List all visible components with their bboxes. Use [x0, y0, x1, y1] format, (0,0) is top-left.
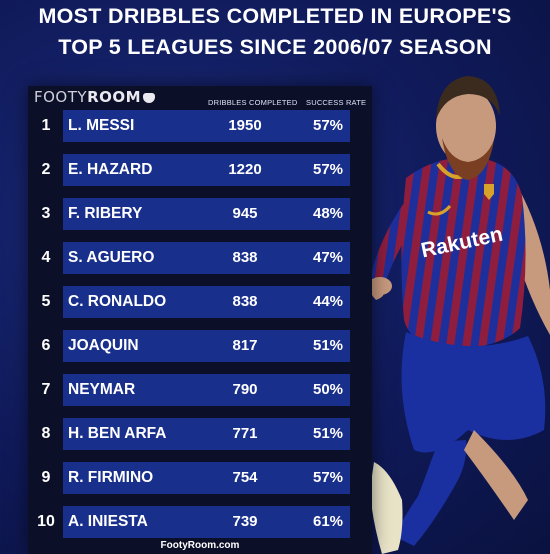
player-name: L. MESSI — [68, 117, 135, 134]
player-name: S. AGUERO — [68, 249, 155, 266]
header-success-rate: SUCCESS RATE — [306, 98, 367, 107]
table-row: 8 H. BEN ARFA 771 51% — [28, 418, 372, 450]
success-rate: 44% — [312, 293, 344, 310]
dribbles-value: 838 — [232, 293, 258, 310]
footyroom-logo: FOOTYROOM — [34, 88, 156, 106]
rank: 7 — [41, 381, 51, 398]
dribbles-value: 817 — [232, 337, 258, 354]
player-name: C. RONALDO — [68, 293, 167, 310]
row-bar — [63, 330, 350, 362]
dribbles-value: 771 — [232, 425, 258, 442]
row-bar — [63, 198, 350, 230]
title-line-2: TOP 5 LEAGUES SINCE 2006/07 SEASON — [58, 35, 492, 59]
rank: 6 — [41, 337, 51, 354]
row-bar — [63, 110, 350, 142]
rankings-table: FOOTYROOM DRIBBLES COMPLETED SUCCESS RAT… — [28, 86, 372, 554]
rank: 1 — [41, 117, 51, 134]
table-row: 3 F. RIBERY 945 48% — [28, 198, 372, 230]
dribbles-value: 945 — [232, 205, 258, 222]
rank: 2 — [41, 161, 51, 178]
table-row: 5 C. RONALDO 838 44% — [28, 286, 372, 318]
rank: 3 — [41, 205, 51, 222]
row-bar — [63, 374, 350, 406]
success-rate: 61% — [312, 513, 344, 530]
dribbles-value: 838 — [232, 249, 258, 266]
rank: 9 — [41, 469, 51, 486]
row-bar — [63, 462, 350, 494]
row-bar — [63, 154, 350, 186]
dribbles-value: 739 — [232, 513, 258, 530]
dribbles-value: 790 — [232, 381, 258, 398]
player-name: JOAQUIN — [68, 337, 139, 354]
header-dribbles: DRIBBLES COMPLETED — [208, 98, 298, 107]
logo-mark-icon — [143, 93, 156, 103]
success-rate: 57% — [312, 469, 344, 486]
rank: 10 — [37, 513, 55, 530]
success-rate: 50% — [312, 381, 344, 398]
table-row: 7 NEYMAR 790 50% — [28, 374, 372, 406]
player-name: F. RIBERY — [68, 205, 143, 222]
row-bar — [63, 286, 350, 318]
player-name: E. HAZARD — [68, 161, 153, 178]
row-bar — [63, 506, 350, 538]
table-row: 1 L. MESSI 1950 57% — [28, 110, 372, 142]
player-name: A. INIESTA — [68, 513, 148, 530]
dribbles-value: 754 — [232, 469, 258, 486]
table-row: 9 R. FIRMINO 754 57% — [28, 462, 372, 494]
success-rate: 48% — [312, 205, 344, 222]
row-bar — [63, 418, 350, 450]
table-row: 6 JOAQUIN 817 51% — [28, 330, 372, 362]
player-name: H. BEN ARFA — [68, 425, 167, 442]
rank: 8 — [41, 425, 51, 442]
rank: 4 — [41, 249, 51, 266]
success-rate: 57% — [312, 117, 344, 134]
title-line-1: MOST DRIBBLES COMPLETED IN EUROPE'S — [38, 4, 512, 28]
success-rate: 47% — [312, 249, 344, 266]
footer-site: FootyRoom.com — [160, 540, 240, 551]
table-row: 2 E. HAZARD 1220 57% — [28, 154, 372, 186]
success-rate: 51% — [312, 337, 344, 354]
dribbles-value: 1950 — [228, 117, 262, 134]
table-row: 10 A. INIESTA 739 61% — [28, 506, 372, 538]
rank: 5 — [41, 293, 51, 310]
success-rate: 51% — [312, 425, 344, 442]
player-name: R. FIRMINO — [68, 469, 154, 486]
player-photo: Rakuten — [318, 50, 550, 554]
player-name: NEYMAR — [68, 381, 136, 398]
success-rate: 57% — [312, 161, 344, 178]
table-row: 4 S. AGUERO 838 47% — [28, 242, 372, 274]
dribbles-value: 1220 — [228, 161, 262, 178]
row-bar — [63, 242, 350, 274]
